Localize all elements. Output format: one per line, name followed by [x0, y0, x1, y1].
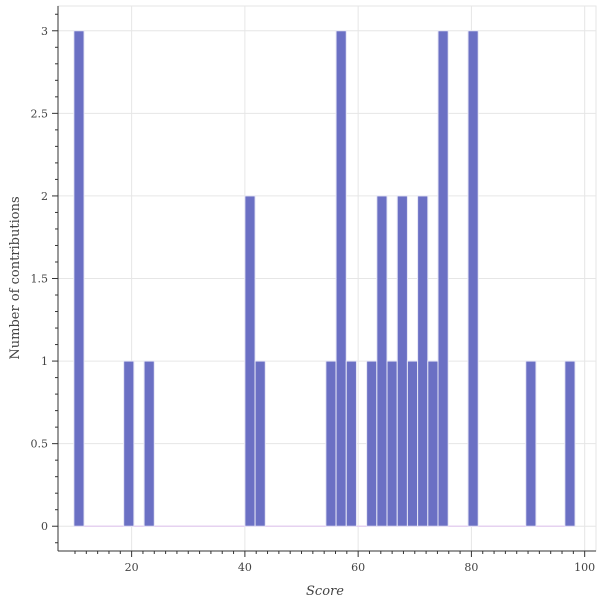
bars [73, 30, 576, 527]
histogram-bar [396, 195, 408, 527]
histogram-bar [73, 30, 85, 527]
histogram-bar [406, 360, 419, 527]
y-tick-label: 1.5 [31, 273, 49, 286]
y-tick-label: 0 [41, 520, 48, 533]
histogram-bar [564, 360, 576, 527]
y-axis-title: Number of contributions [8, 196, 23, 359]
x-tick-label: 100 [574, 561, 595, 574]
x-axis-title: Score [306, 584, 344, 599]
histogram-bar [376, 195, 388, 527]
y-tick-label: 0.5 [31, 438, 49, 451]
histogram-bar [254, 360, 266, 527]
y-tick-label: 1 [41, 355, 48, 368]
histogram-bar [467, 30, 479, 527]
y-tick-label: 2 [41, 190, 48, 203]
histogram-bar [143, 360, 155, 527]
histogram-bar [345, 360, 357, 527]
histogram-bar [417, 195, 429, 527]
histogram-bar [437, 30, 449, 527]
histogram-bar [244, 195, 256, 527]
tick-labels: 20 40 60 80 100 0 0.5 1 1.5 2 2.5 3 [31, 25, 596, 574]
y-tick-label: 2.5 [31, 107, 49, 120]
axes [52, 6, 596, 557]
histogram-bar [366, 360, 378, 527]
x-tick-label: 60 [351, 561, 365, 574]
histogram-bar [123, 360, 135, 527]
histogram-bar [386, 360, 398, 527]
x-tick-label: 40 [238, 561, 252, 574]
y-tick-label: 3 [41, 25, 48, 38]
histogram-bar [325, 360, 337, 527]
x-tick-label: 20 [125, 561, 139, 574]
x-tick-label: 80 [464, 561, 478, 574]
histogram-bar [335, 30, 347, 527]
histogram-bar [427, 360, 439, 527]
histogram-bar [525, 360, 537, 527]
